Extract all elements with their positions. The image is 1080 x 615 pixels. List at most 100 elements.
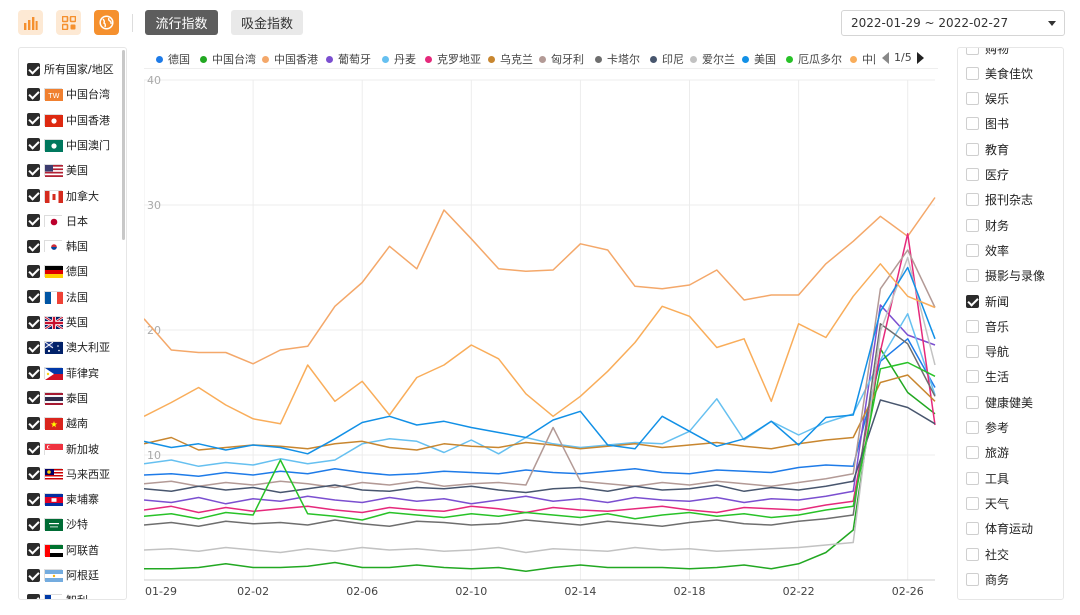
category-item[interactable]: 生活	[966, 367, 1009, 387]
country-checkbox[interactable]	[27, 62, 40, 76]
country-checkbox[interactable]	[27, 391, 40, 405]
country-checkbox[interactable]	[27, 290, 40, 304]
country-checkbox[interactable]	[27, 366, 40, 380]
legend-item[interactable]: 美国	[742, 51, 776, 67]
country-checkbox[interactable]	[27, 442, 40, 455]
country-checkbox[interactable]	[27, 214, 40, 228]
category-item[interactable]: 健康健美	[966, 392, 1033, 412]
category-item[interactable]: 娱乐	[966, 89, 1009, 109]
legend-next-icon[interactable]	[916, 51, 924, 64]
country-checkbox[interactable]	[27, 416, 40, 430]
country-checkbox[interactable]	[27, 492, 40, 506]
category-item[interactable]: 教育	[966, 139, 1009, 159]
category-checkbox[interactable]	[966, 421, 979, 434]
category-checkbox[interactable]	[966, 345, 979, 359]
country-checkbox[interactable]	[27, 138, 40, 152]
country-item-ph[interactable]: 菲律宾	[27, 363, 99, 383]
country-checkbox[interactable]	[27, 467, 40, 481]
category-checkbox[interactable]	[966, 319, 979, 333]
country-checkbox[interactable]	[27, 568, 40, 582]
country-item-au[interactable]: 澳大利亚	[27, 337, 110, 357]
category-checkbox[interactable]	[966, 395, 979, 409]
tab-popularity-index[interactable]: 流行指数	[145, 10, 218, 35]
category-item[interactable]: 摄影与录像	[966, 266, 1045, 286]
legend-item[interactable]: 中国	[850, 51, 875, 67]
country-item-de[interactable]: 德国	[27, 261, 88, 281]
country-checkbox[interactable]	[27, 163, 40, 177]
category-checkbox[interactable]	[966, 446, 979, 460]
category-item[interactable]: 效率	[966, 240, 1009, 260]
category-item[interactable]: 参考	[966, 418, 1009, 438]
category-item[interactable]: 报刊杂志	[966, 190, 1033, 210]
country-checkbox[interactable]	[27, 87, 40, 101]
bar-chart-icon[interactable]	[18, 10, 43, 35]
country-item-vn[interactable]: 越南	[27, 413, 88, 433]
category-item[interactable]: 旅游	[966, 443, 1009, 463]
category-item[interactable]: 商务	[966, 569, 1009, 589]
country-item-jp[interactable]: 日本	[27, 211, 88, 231]
category-checkbox[interactable]	[966, 48, 979, 55]
date-range-select[interactable]: 2022-01-29 ~ 2022-02-27	[841, 10, 1065, 36]
legend-item[interactable]: 爱尔兰	[690, 51, 735, 67]
legend-item[interactable]: 克罗地亚	[425, 51, 481, 67]
category-item[interactable]: 财务	[966, 215, 1009, 235]
country-item-kh[interactable]: 柬埔寨	[27, 489, 99, 509]
category-checkbox[interactable]	[966, 92, 979, 106]
category-checkbox[interactable]	[966, 547, 979, 561]
legend-item[interactable]: 印尼	[650, 51, 684, 67]
grid-icon[interactable]	[56, 10, 81, 35]
category-item[interactable]: 体育运动	[966, 519, 1033, 539]
country-checkbox[interactable]	[27, 593, 40, 599]
country-checkbox[interactable]	[27, 239, 40, 253]
legend-item[interactable]: 葡萄牙	[326, 51, 371, 67]
category-checkbox[interactable]	[966, 66, 979, 80]
country-item-th[interactable]: 泰国	[27, 388, 88, 408]
legend-item[interactable]: 中国台湾	[200, 51, 256, 67]
legend-item[interactable]: 厄瓜多尔	[786, 51, 842, 67]
category-item[interactable]: 医疗	[966, 165, 1009, 185]
country-item-ca[interactable]: 加拿大	[27, 186, 99, 206]
country-item-kr[interactable]: 韩国	[27, 236, 88, 256]
category-checkbox[interactable]	[966, 243, 979, 257]
category-item[interactable]: 工具	[966, 468, 1009, 488]
category-item[interactable]: 购物	[966, 48, 1009, 58]
country-item-sg[interactable]: 新加坡	[27, 439, 99, 459]
category-checkbox[interactable]	[966, 218, 979, 232]
country-item-fr[interactable]: 法国	[27, 287, 88, 307]
category-checkbox[interactable]	[966, 294, 979, 308]
legend-item[interactable]: 匈牙利	[539, 51, 584, 67]
country-item-hk[interactable]: 中国香港	[27, 110, 110, 130]
country-item-us[interactable]: 美国	[27, 160, 88, 180]
country-item-ae[interactable]: 阿联酋	[27, 540, 99, 560]
legend-prev-icon[interactable]	[882, 51, 889, 64]
country-item-my[interactable]: 马来西亚	[27, 464, 110, 484]
globe-icon[interactable]	[94, 10, 119, 35]
country-checkbox[interactable]	[27, 517, 40, 531]
country-checkbox[interactable]	[27, 543, 40, 557]
country-item-all[interactable]: 所有国家/地区	[27, 59, 114, 79]
country-item-tw[interactable]: TW 中国台湾	[27, 84, 110, 104]
category-item[interactable]: 社交	[966, 544, 1009, 564]
category-item[interactable]: 音乐	[966, 316, 1009, 336]
category-item[interactable]: 美食佳饮	[966, 63, 1033, 83]
country-item-cl[interactable]: 智利	[27, 590, 88, 599]
category-checkbox[interactable]	[966, 193, 979, 207]
legend-item[interactable]: 中国香港	[262, 51, 318, 67]
legend-item[interactable]: 乌克兰	[488, 51, 533, 67]
category-checkbox[interactable]	[966, 370, 979, 384]
category-item[interactable]: 图书	[966, 114, 1009, 134]
category-checkbox[interactable]	[966, 522, 979, 536]
country-checkbox[interactable]	[27, 264, 40, 278]
country-item-ar[interactable]: 阿根廷	[27, 565, 99, 585]
category-item[interactable]: 新闻	[966, 291, 1009, 311]
category-checkbox[interactable]	[966, 471, 979, 485]
country-item-mo[interactable]: 中国澳门	[27, 135, 110, 155]
category-checkbox[interactable]	[966, 572, 979, 586]
country-checkbox[interactable]	[27, 315, 40, 329]
category-checkbox[interactable]	[966, 168, 979, 181]
country-checkbox[interactable]	[27, 340, 40, 354]
category-checkbox[interactable]	[966, 496, 979, 510]
country-checkbox[interactable]	[27, 113, 40, 127]
category-item[interactable]: 天气	[966, 493, 1009, 513]
tab-revenue-index[interactable]: 吸金指数	[231, 10, 303, 35]
